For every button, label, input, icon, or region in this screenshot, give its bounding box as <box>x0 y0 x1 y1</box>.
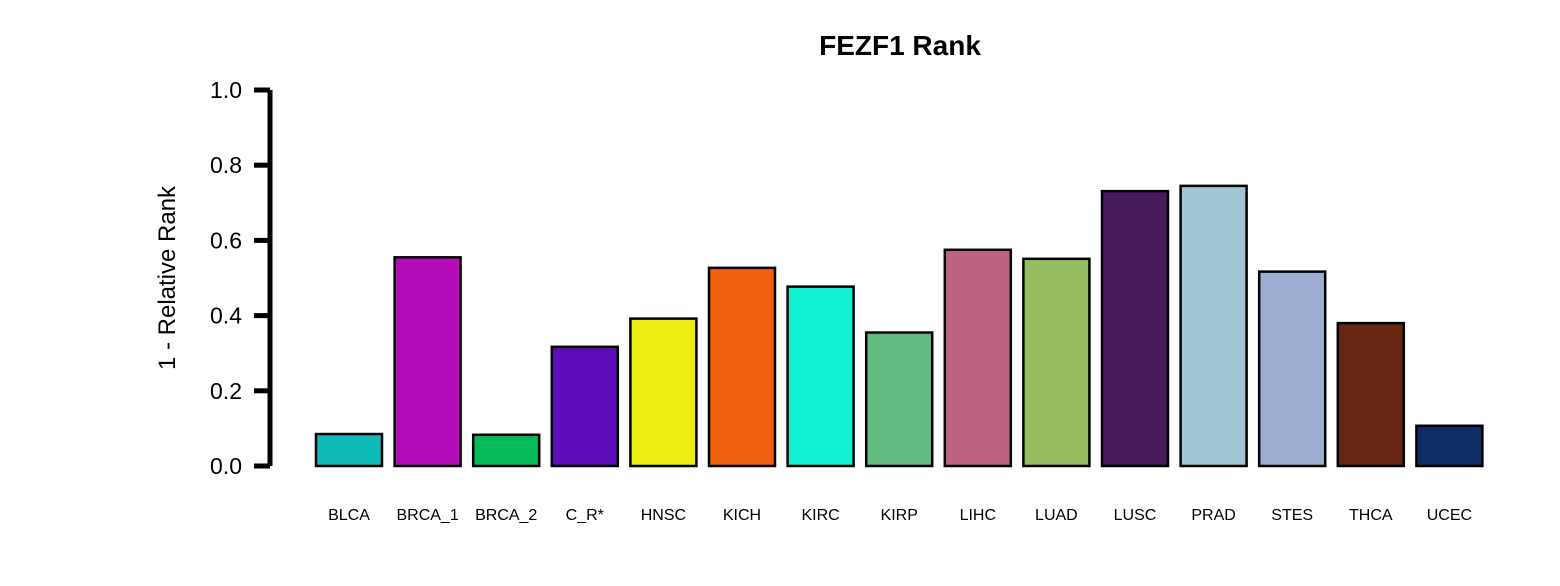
bar-kich <box>707 266 777 468</box>
y-tick-label: 0.0 <box>210 453 242 479</box>
x-tick-label: BRCA_1 <box>396 507 458 524</box>
x-tick-label: LIHC <box>960 507 996 524</box>
bar-prad <box>1179 184 1248 468</box>
bar-c-r- <box>550 345 620 468</box>
bar-blca <box>314 432 384 468</box>
bar-brca-1 <box>393 256 462 468</box>
bar-brca-2 <box>471 433 541 468</box>
bar-ucec <box>1415 424 1484 468</box>
y-tick-label: 0.2 <box>210 378 242 404</box>
x-tick-label: KIRP <box>881 507 918 524</box>
bar-luad <box>1022 257 1091 468</box>
x-tick-label: C_R* <box>566 507 604 524</box>
x-tick-label: PRAD <box>1191 507 1235 524</box>
bar-stes <box>1257 270 1327 468</box>
y-tick-label: 1.0 <box>210 77 242 103</box>
x-tick-label: LUAD <box>1035 507 1078 524</box>
x-tick-labels: BLCA BRCA_1 BRCA_2 C_R* HNSC KICH KIRC KIRP LIHC… <box>328 507 1472 524</box>
x-tick-label: KIRC <box>801 507 839 524</box>
x-tick-label: HNSC <box>641 507 686 524</box>
y-axis: 0.0 0.2 0.4 0.6 0.8 1.0 <box>210 77 273 479</box>
y-tick-label: 0.8 <box>210 152 242 178</box>
y-tick-label: 0.4 <box>210 303 242 329</box>
bar-hnsc <box>629 317 698 468</box>
bar-lihc <box>943 248 1013 468</box>
x-tick-label: LUSC <box>1114 507 1157 524</box>
chart-title: FEZF1 Rank <box>819 30 981 61</box>
x-tick-label: THCA <box>1349 507 1393 524</box>
x-tick-label: BRCA_2 <box>475 507 537 524</box>
x-tick-label: UCEC <box>1427 507 1472 524</box>
bar-kirp <box>864 331 934 468</box>
x-tick-label: STES <box>1271 507 1313 524</box>
bars-group <box>314 184 1484 468</box>
bar-kirc <box>786 285 855 468</box>
bar-lusc <box>1100 189 1170 468</box>
y-tick-label: 0.6 <box>210 227 242 253</box>
x-tick-label: BLCA <box>328 507 370 524</box>
y-axis-label: 1 - Relative Rank <box>154 185 181 370</box>
bar-thca <box>1336 321 1406 468</box>
x-tick-label: KICH <box>723 507 761 524</box>
